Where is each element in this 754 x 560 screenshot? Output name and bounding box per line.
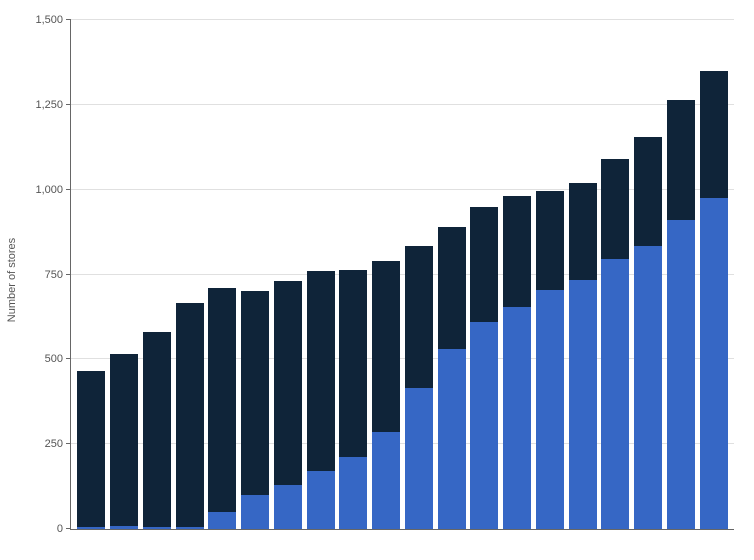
bar-group [468, 20, 501, 529]
bar-segment-b [601, 159, 629, 259]
bar-stack [241, 20, 269, 529]
y-axis-title: Number of stores [6, 238, 18, 322]
bar-stack [176, 20, 204, 529]
bar-stack [470, 20, 498, 529]
bar-segment-a [601, 259, 629, 529]
bar-group [435, 20, 468, 529]
y-tick-label: 750 [45, 269, 63, 281]
bar-segment-a [405, 388, 433, 529]
bar-segment-a [307, 471, 335, 529]
bar-segment-b [470, 207, 498, 322]
bar-stack [634, 20, 662, 529]
bar-segment-b [372, 261, 400, 432]
bar-segment-a [372, 432, 400, 529]
bar-stack [77, 20, 105, 529]
bar-segment-b [110, 354, 138, 525]
bar-segment-a [438, 349, 466, 529]
bar-stack [143, 20, 171, 529]
bar-segment-a [536, 290, 564, 529]
bar-stack [601, 20, 629, 529]
bar-group [206, 20, 239, 529]
bar-group [403, 20, 436, 529]
bar-group [370, 20, 403, 529]
bar-segment-b [143, 332, 171, 527]
bar-group [599, 20, 632, 529]
y-tick-label: 500 [45, 353, 63, 365]
bar-segment-b [307, 271, 335, 471]
bar-stack [372, 20, 400, 529]
bar-group [534, 20, 567, 529]
bar-segment-a [274, 485, 302, 529]
bar-segment-b [77, 371, 105, 527]
bar-group [272, 20, 305, 529]
bar-stack [274, 20, 302, 529]
bar-group [173, 20, 206, 529]
bar-group [566, 20, 599, 529]
bar-stack [339, 20, 367, 529]
bar-segment-a [143, 527, 171, 529]
bar-segment-a [176, 527, 204, 529]
bar-group [501, 20, 534, 529]
bar-group [337, 20, 370, 529]
bar-group [108, 20, 141, 529]
bar-segment-b [667, 100, 695, 220]
bar-segment-a [339, 457, 367, 529]
bar-segment-b [503, 196, 531, 306]
bar-segment-b [438, 227, 466, 349]
bar-stack [110, 20, 138, 529]
bar-group [75, 20, 108, 529]
y-tick-label: 250 [45, 438, 63, 450]
bar-group [697, 20, 730, 529]
bar-group [141, 20, 174, 529]
bar-segment-b [405, 246, 433, 389]
bar-stack [405, 20, 433, 529]
bar-group [304, 20, 337, 529]
bar-stack [208, 20, 236, 529]
bar-segment-a [503, 307, 531, 529]
chart-container: Number of stores 02505007501,0001,2501,5… [0, 0, 754, 560]
bars-wrap [71, 20, 734, 529]
y-tick-label: 1,250 [35, 99, 63, 111]
bar-segment-a [110, 526, 138, 529]
bar-segment-a [569, 280, 597, 529]
bar-stack [569, 20, 597, 529]
bar-segment-a [470, 322, 498, 529]
bar-stack [503, 20, 531, 529]
bar-segment-b [634, 137, 662, 246]
bar-segment-a [241, 495, 269, 529]
bar-segment-b [536, 191, 564, 289]
bar-segment-b [569, 183, 597, 280]
bar-segment-b [274, 281, 302, 485]
bar-segment-b [208, 288, 236, 512]
bar-group [632, 20, 665, 529]
bar-segment-a [634, 246, 662, 529]
y-tick-label: 1,000 [35, 184, 63, 196]
bar-stack [536, 20, 564, 529]
bar-stack [307, 20, 335, 529]
bar-segment-b [176, 303, 204, 527]
y-tick-label: 0 [57, 523, 63, 535]
bar-segment-b [339, 270, 367, 457]
bar-segment-b [241, 291, 269, 495]
bar-segment-b [700, 71, 728, 198]
y-tick-label: 1,500 [35, 14, 63, 26]
bar-group [665, 20, 698, 529]
bar-group [239, 20, 272, 529]
bar-stack [700, 20, 728, 529]
bar-segment-a [700, 198, 728, 529]
bar-segment-a [77, 527, 105, 529]
bar-segment-a [667, 220, 695, 529]
plot-area: 02505007501,0001,2501,500 [70, 20, 734, 530]
bar-stack [667, 20, 695, 529]
bar-segment-a [208, 512, 236, 529]
bar-stack [438, 20, 466, 529]
